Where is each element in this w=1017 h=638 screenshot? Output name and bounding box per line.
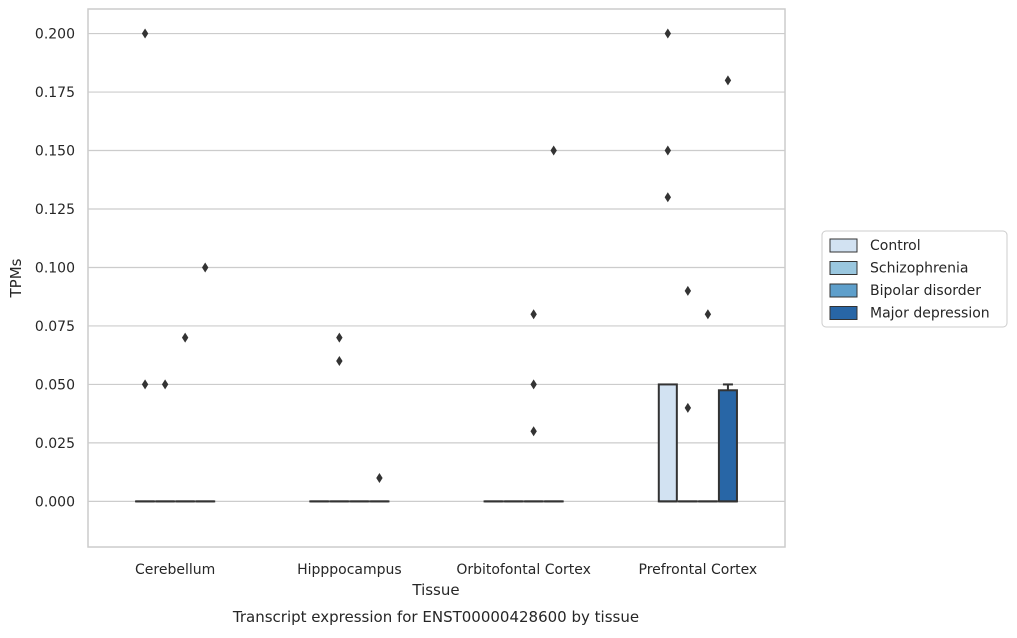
box-group: [699, 309, 717, 501]
box-group: [525, 309, 543, 501]
outlier-marker: [530, 379, 536, 389]
legend-swatch: [830, 239, 857, 252]
box-group: [679, 286, 697, 502]
outlier-marker: [665, 146, 671, 156]
outlier-marker: [376, 473, 382, 483]
y-axis-label: TPMs: [7, 258, 25, 298]
y-tick-label: 0.100: [35, 260, 75, 276]
chart-caption: Transcript expression for ENST0000042860…: [232, 608, 639, 626]
y-tick-label: 0.000: [35, 494, 75, 510]
legend-label: Control: [870, 238, 921, 254]
outlier-marker: [550, 146, 556, 156]
box-group: [370, 473, 388, 501]
y-tick-label: 0.125: [35, 202, 75, 218]
legend-swatch: [830, 262, 857, 275]
y-tick-label: 0.075: [35, 319, 75, 335]
y-tick-label: 0.175: [35, 85, 75, 101]
outlier-marker: [665, 192, 671, 202]
box-group: [330, 333, 348, 502]
box-group: [196, 262, 214, 501]
x-tick-label: Prefrontal Cortex: [639, 562, 758, 578]
x-axis-label: Tissue: [411, 581, 459, 599]
box-group: [719, 75, 737, 501]
legend-label: Major depression: [870, 306, 990, 322]
outlier-marker: [202, 262, 208, 272]
legend-label: Bipolar disorder: [870, 283, 981, 299]
outlier-marker: [665, 29, 671, 39]
box-body: [719, 390, 737, 501]
grid-lines: [88, 34, 785, 502]
outlier-marker: [685, 286, 691, 296]
x-tick-labels: Cerebellum Hipppocampus Orbitofontal Corte…: [135, 562, 757, 578]
outlier-marker: [725, 75, 731, 85]
box-group: [176, 333, 194, 502]
box-group: [545, 146, 563, 502]
outlier-marker: [142, 29, 148, 39]
box-group: [156, 379, 174, 501]
outlier-marker: [705, 309, 711, 319]
outlier-marker: [336, 333, 342, 343]
outlier-marker: [336, 356, 342, 366]
legend: Control Schizophrenia Bipolar disorder Majo…: [822, 231, 1007, 327]
outlier-marker: [162, 379, 168, 389]
x-tick-label: Cerebellum: [135, 562, 215, 578]
outlier-marker: [530, 426, 536, 436]
plot-frame: [88, 9, 785, 547]
outlier-marker: [182, 333, 188, 343]
box-body: [659, 384, 677, 501]
outlier-marker: [685, 403, 691, 413]
box-group: [136, 29, 154, 502]
y-tick-labels: 0.000 0.025 0.050 0.075 0.100 0.125 0.150 0.175…: [35, 27, 75, 511]
x-tick-label: Orbitofontal Cortex: [456, 562, 591, 578]
outlier-marker: [530, 309, 536, 319]
y-tick-label: 0.200: [35, 27, 75, 43]
legend-swatch: [830, 307, 857, 320]
outlier-marker: [142, 379, 148, 389]
legend-swatch: [830, 284, 857, 297]
y-tick-label: 0.050: [35, 377, 75, 393]
y-tick-label: 0.025: [35, 436, 75, 452]
box-plots: [136, 29, 737, 502]
y-tick-label: 0.150: [35, 144, 75, 160]
legend-label: Schizophrenia: [870, 261, 968, 277]
x-tick-label: Hipppocampus: [297, 562, 402, 578]
box-group: [659, 29, 677, 502]
